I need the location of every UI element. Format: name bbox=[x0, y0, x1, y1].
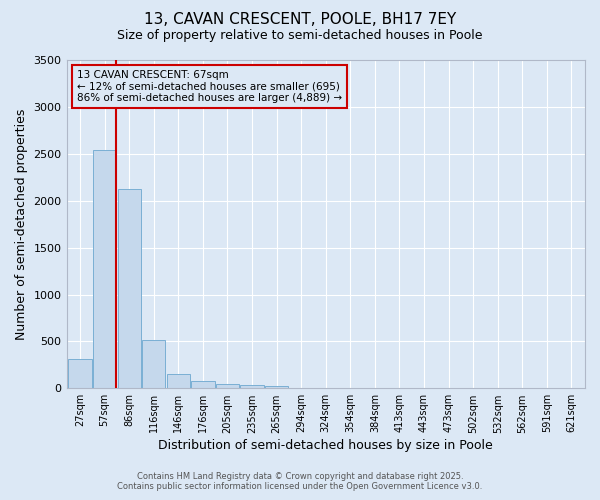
Bar bbox=[68, 359, 92, 388]
Text: Contains public sector information licensed under the Open Government Licence v3: Contains public sector information licen… bbox=[118, 482, 482, 491]
Bar bbox=[93, 150, 116, 388]
Bar bbox=[142, 340, 166, 388]
Bar bbox=[118, 188, 141, 388]
Text: Size of property relative to semi-detached houses in Poole: Size of property relative to semi-detach… bbox=[117, 29, 483, 42]
Bar bbox=[265, 386, 288, 388]
Text: 13 CAVAN CRESCENT: 67sqm
← 12% of semi-detached houses are smaller (695)
86% of : 13 CAVAN CRESCENT: 67sqm ← 12% of semi-d… bbox=[77, 70, 342, 103]
Y-axis label: Number of semi-detached properties: Number of semi-detached properties bbox=[15, 108, 28, 340]
X-axis label: Distribution of semi-detached houses by size in Poole: Distribution of semi-detached houses by … bbox=[158, 440, 493, 452]
Bar bbox=[216, 384, 239, 388]
Text: 13, CAVAN CRESCENT, POOLE, BH17 7EY: 13, CAVAN CRESCENT, POOLE, BH17 7EY bbox=[144, 12, 456, 28]
Bar bbox=[241, 385, 264, 388]
Bar bbox=[167, 374, 190, 388]
Text: Contains HM Land Registry data © Crown copyright and database right 2025.: Contains HM Land Registry data © Crown c… bbox=[137, 472, 463, 481]
Bar bbox=[191, 382, 215, 388]
